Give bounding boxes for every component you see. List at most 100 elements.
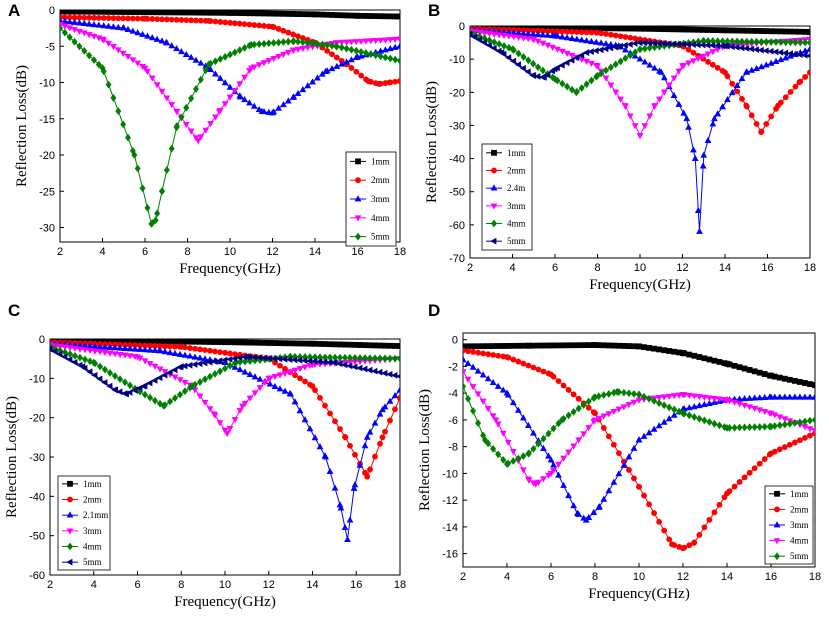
data-point	[666, 348, 673, 354]
x-tick-label: 16	[351, 246, 363, 258]
data-point	[806, 53, 810, 58]
data-point	[600, 413, 608, 420]
data-point	[701, 355, 708, 362]
legend-label: 1mm	[790, 489, 809, 499]
data-point	[620, 404, 628, 411]
data-point	[302, 378, 308, 385]
data-point	[544, 42, 552, 49]
data-point	[796, 418, 803, 427]
data-point	[193, 17, 199, 24]
data-point	[686, 411, 693, 420]
data-point	[504, 460, 510, 468]
data-point	[163, 95, 171, 102]
data-point	[275, 53, 282, 61]
data-point	[482, 436, 488, 444]
data-point	[570, 502, 577, 509]
data-point	[290, 47, 298, 54]
data-point	[565, 342, 572, 349]
data-point	[617, 57, 624, 66]
data-point	[504, 354, 510, 360]
data-point	[251, 22, 258, 28]
data-point	[322, 402, 328, 409]
data-point	[728, 43, 735, 51]
data-point	[569, 85, 575, 94]
legend-entry: 5mm	[350, 232, 390, 242]
data-point	[500, 343, 507, 349]
data-point	[256, 22, 263, 29]
data-point	[772, 57, 780, 64]
data-point	[260, 60, 268, 67]
data-point	[392, 55, 399, 64]
data-point	[651, 64, 658, 71]
data-point	[782, 28, 789, 35]
data-point	[222, 349, 228, 356]
data-point	[205, 17, 212, 24]
data-point	[282, 365, 288, 372]
data-point	[651, 510, 657, 516]
data-point	[148, 75, 156, 82]
data-point	[555, 461, 562, 468]
data-point	[166, 348, 174, 356]
data-point	[105, 80, 112, 89]
data-point	[182, 121, 190, 129]
data-point	[299, 11, 306, 18]
data-point	[207, 347, 213, 354]
data-point	[216, 357, 223, 365]
y-tick-label: -50	[449, 187, 465, 199]
y-axis-label: Reflection Loss(dB)	[4, 396, 20, 518]
data-point	[736, 401, 743, 408]
data-point	[728, 88, 736, 96]
data-point	[709, 49, 717, 56]
data-point	[119, 50, 127, 57]
data-point	[691, 154, 699, 161]
data-point	[217, 19, 224, 25]
data-point	[236, 46, 243, 54]
data-point	[136, 384, 143, 392]
data-point	[181, 379, 189, 387]
data-point	[161, 371, 168, 379]
data-point	[621, 343, 627, 349]
data-point	[71, 345, 79, 353]
data-point	[173, 122, 180, 130]
data-point	[191, 361, 198, 368]
data-point	[540, 368, 547, 375]
data-point	[797, 38, 804, 47]
data-point	[515, 358, 522, 365]
data-point	[510, 342, 517, 349]
data-point	[217, 55, 224, 63]
data-point	[807, 38, 810, 47]
data-point	[333, 42, 340, 51]
data-point	[563, 34, 571, 41]
data-point	[382, 354, 388, 363]
data-point	[570, 443, 577, 450]
data-point	[171, 366, 178, 374]
data-point	[514, 61, 521, 69]
data-point	[66, 33, 73, 42]
data-point	[358, 72, 365, 79]
data-point	[547, 456, 555, 463]
data-point	[602, 45, 609, 53]
data-point	[348, 12, 355, 19]
series-5mm	[60, 24, 400, 228]
y-tick-label: -20	[39, 150, 55, 162]
data-point	[210, 411, 218, 418]
data-point	[607, 63, 614, 72]
data-point	[202, 10, 209, 16]
data-point	[620, 461, 628, 468]
data-point	[626, 343, 632, 349]
legend-entry: 4mm	[62, 542, 102, 552]
data-point	[724, 490, 730, 497]
legend-box	[481, 143, 533, 251]
data-point	[377, 37, 384, 44]
data-point	[510, 34, 518, 41]
data-point	[105, 40, 112, 47]
y-axis-label: Reflection Loss(dB)	[14, 65, 30, 187]
data-point	[665, 393, 673, 400]
data-point	[615, 450, 622, 457]
data-point	[290, 31, 297, 38]
data-point	[746, 394, 753, 401]
legend-label: 2.4m	[507, 183, 525, 193]
data-point	[187, 128, 195, 135]
y-tick-label: -10	[39, 78, 55, 90]
data-point	[324, 11, 331, 18]
